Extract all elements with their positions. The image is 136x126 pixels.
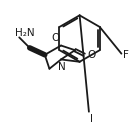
Text: N: N [58,62,66,72]
Text: H₂N: H₂N [15,28,34,38]
Text: O: O [87,50,95,60]
Text: F: F [123,50,129,60]
Text: O: O [52,33,60,43]
Text: I: I [90,114,93,124]
